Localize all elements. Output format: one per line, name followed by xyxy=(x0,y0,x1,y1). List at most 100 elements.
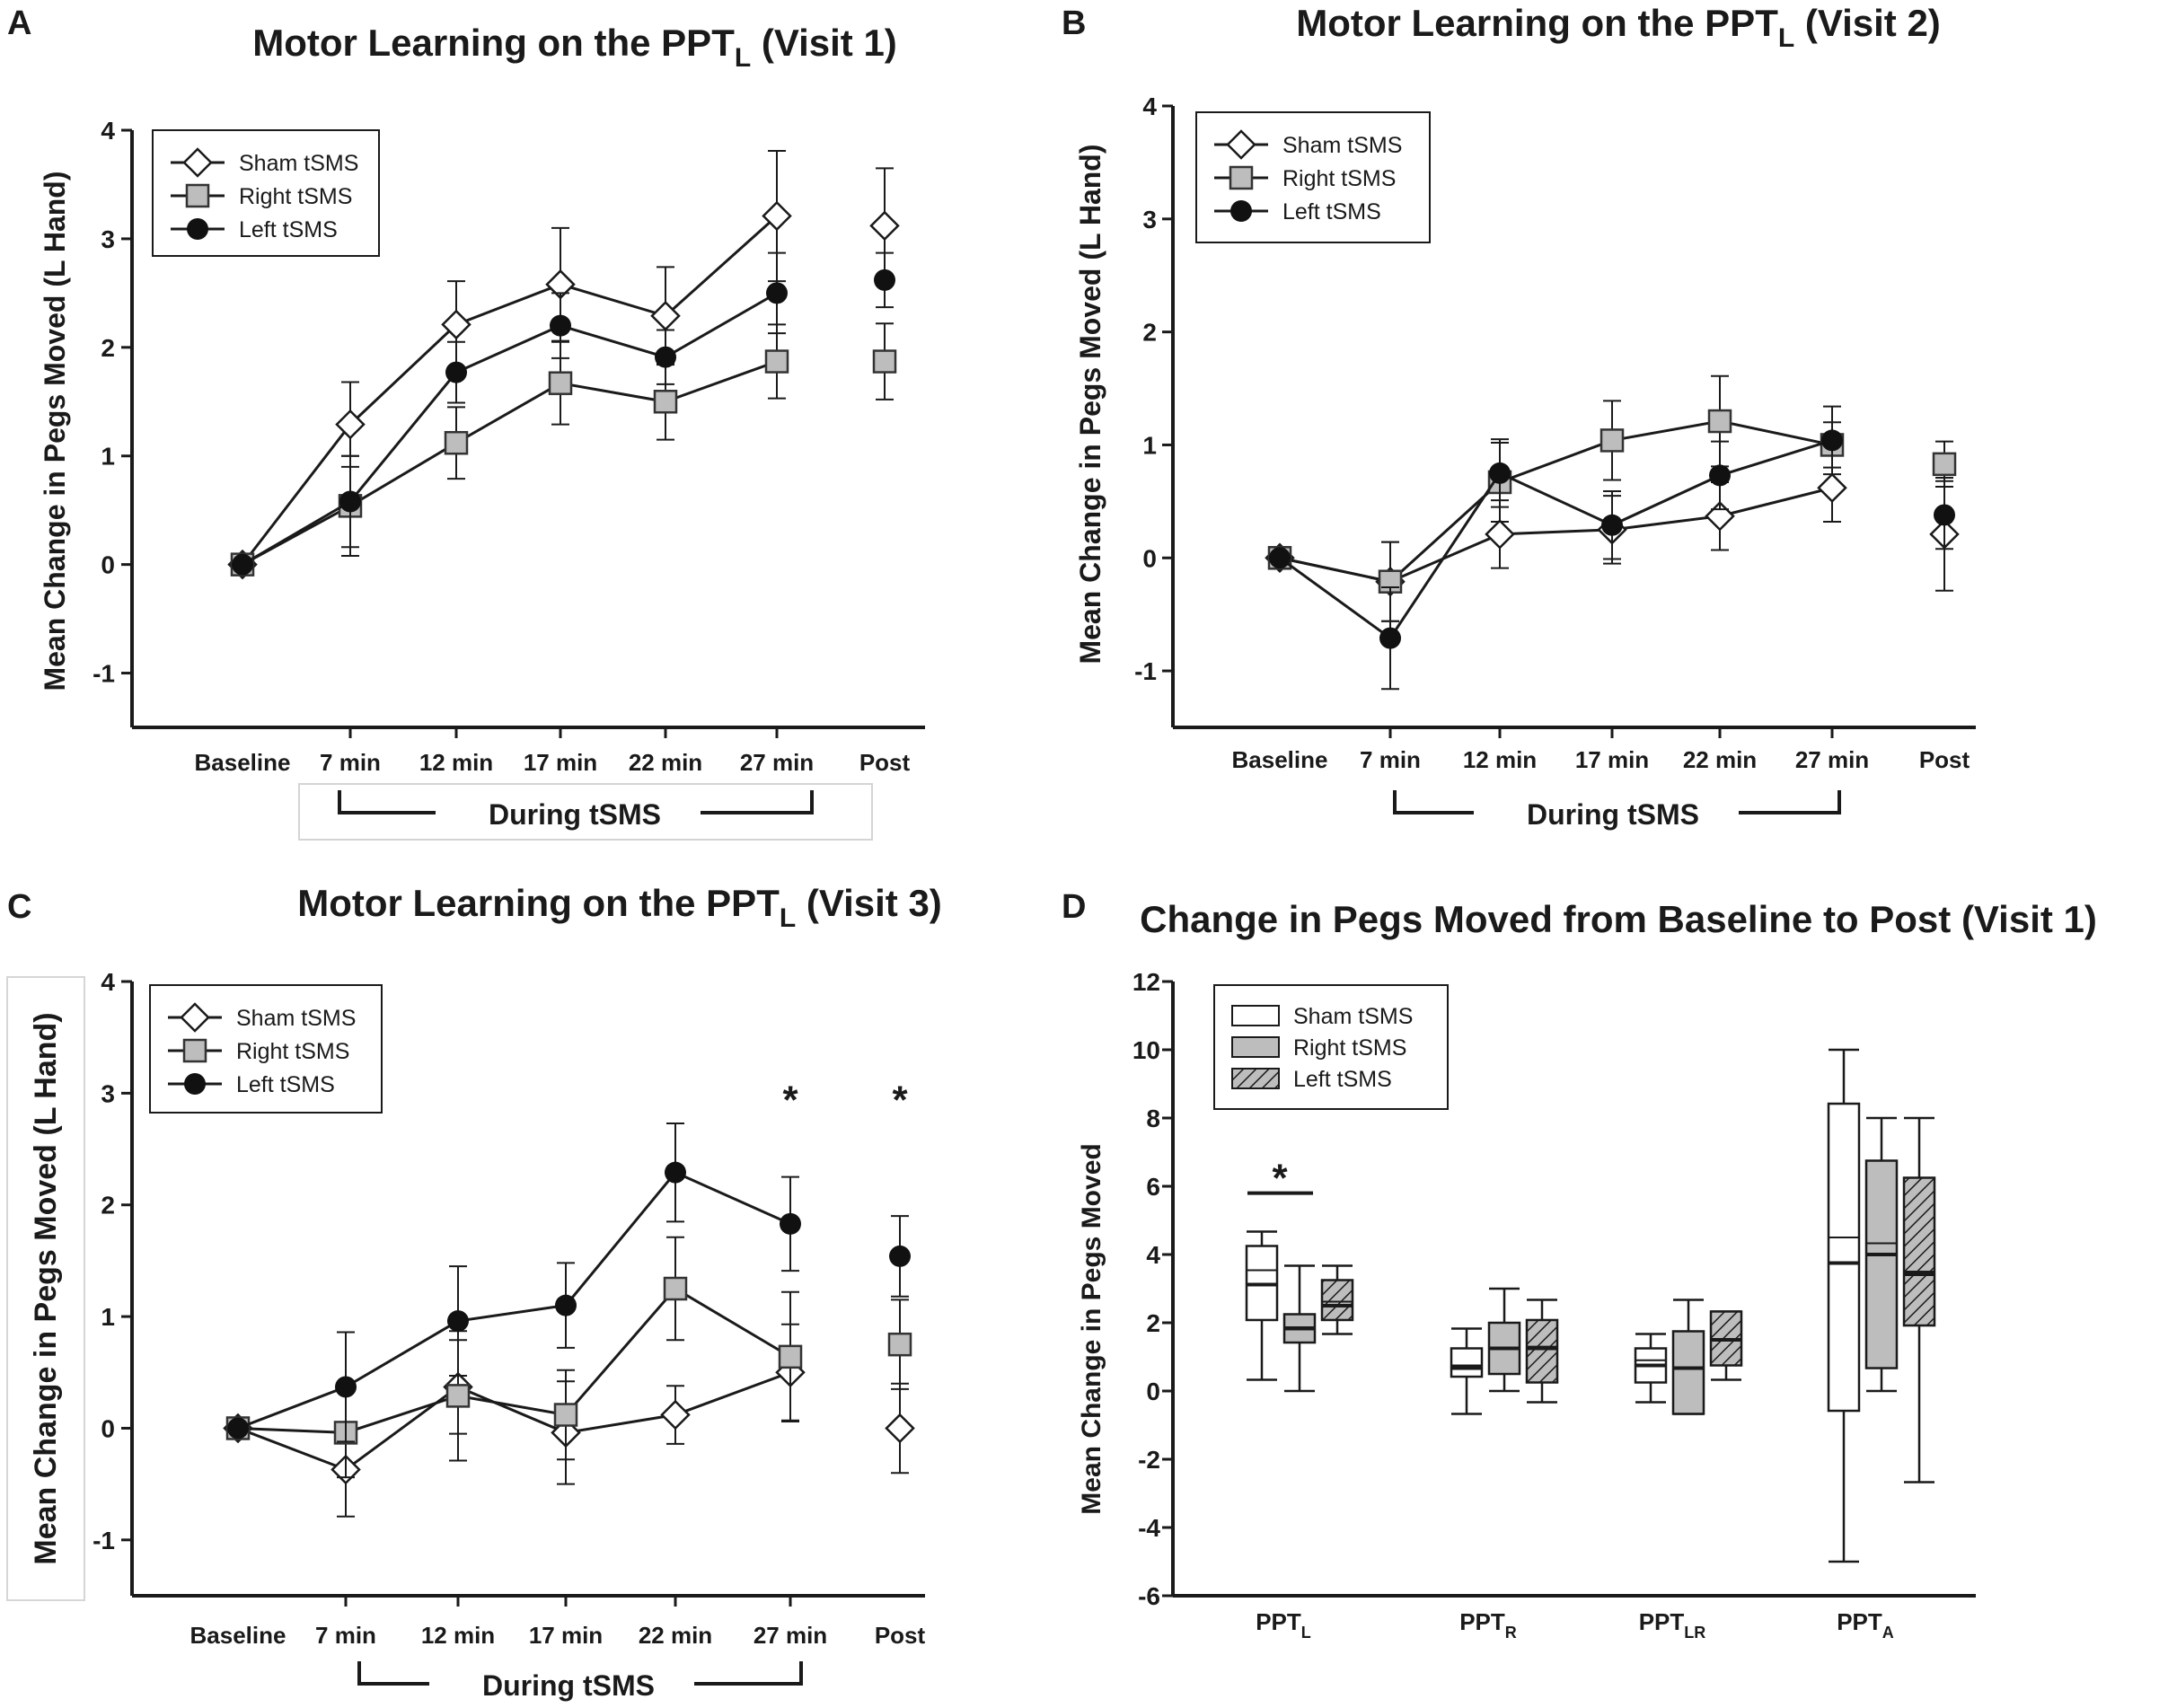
series-line xyxy=(237,1287,791,1434)
legend-marker xyxy=(187,218,208,240)
data-point xyxy=(653,390,678,414)
x-tick-label: 27 min xyxy=(740,749,814,776)
legend-label: Right tSMS xyxy=(236,1039,349,1064)
box-series-left-tsms xyxy=(1320,1116,1936,1483)
data-point xyxy=(339,490,361,513)
panel-b-ylabel: Mean Change in Pegs Moved (L Hand) xyxy=(1074,144,1106,664)
box-body xyxy=(1902,1176,1936,1327)
x-tick-label: 27 min xyxy=(1795,746,1869,773)
x-tick-label: 7 min xyxy=(1360,746,1421,773)
y-tick-label: 4 xyxy=(1146,1241,1160,1269)
data-point xyxy=(766,282,788,304)
bracket-left xyxy=(338,790,436,814)
panel-c-ylabel: Mean Change in Pegs Moved (L Hand) xyxy=(29,1012,63,1564)
legend-swatch xyxy=(1231,1036,1280,1058)
data-point xyxy=(1709,464,1731,487)
data-point xyxy=(764,349,789,374)
x-tick-main: PPT xyxy=(1256,1608,1301,1635)
data-point xyxy=(1489,462,1511,484)
bracket-frame xyxy=(298,783,873,841)
x-tick-label: 22 min xyxy=(639,1622,712,1649)
legend-label: Sham tSMS xyxy=(236,1006,356,1031)
x-tick-label: 7 min xyxy=(315,1622,376,1649)
x-tick-label: 17 min xyxy=(524,749,597,776)
panel-b-plot: -1 0 1 2 3 4 Baseline 7 min 12 min 17 min 22 min 27… xyxy=(1134,92,1976,831)
data-point xyxy=(1934,504,1955,526)
panel-a: A Motor Learning on the PPTL (Visit 1) -… xyxy=(7,4,925,841)
series-line xyxy=(1279,419,1833,584)
box xyxy=(1525,1299,1559,1404)
bracket-right xyxy=(1739,790,1841,814)
significance-star: * xyxy=(1272,1157,1288,1201)
box-series-right-tsms xyxy=(1282,1116,1899,1415)
x-tick-label: 12 min xyxy=(419,749,493,776)
data-point xyxy=(1932,452,1957,477)
y-tick-label: 0 xyxy=(1142,544,1157,572)
data-point xyxy=(1817,472,1847,504)
box xyxy=(1827,1048,1861,1563)
data-point xyxy=(762,200,792,232)
legend: Sham tSMS Right tSMS Left tSMS xyxy=(152,129,380,257)
x-tick-label: Post xyxy=(859,749,911,776)
legend-label: Sham tSMS xyxy=(1282,133,1402,158)
data-point xyxy=(889,1245,911,1267)
data-point xyxy=(1379,627,1401,649)
legend-label: Left tSMS xyxy=(236,1072,335,1097)
data-point xyxy=(1600,428,1625,453)
bracket-label: During tSMS xyxy=(482,1669,655,1702)
legend-swatch xyxy=(1231,1005,1280,1026)
legend-swatch xyxy=(1231,1068,1280,1089)
y-tick-label: 2 xyxy=(1142,319,1157,347)
y-tick-label: -1 xyxy=(1134,657,1157,685)
bracket-label: During tSMS xyxy=(1527,798,1699,831)
box xyxy=(1634,1333,1668,1404)
legend-marker xyxy=(182,1038,207,1063)
panel-a-ylabel: Mean Change in Pegs Moved (L Hand) xyxy=(39,171,71,691)
box-body xyxy=(1320,1279,1354,1322)
series-line xyxy=(237,1370,791,1472)
x-tick-label: Post xyxy=(875,1622,926,1649)
significance-star: * xyxy=(892,1078,908,1122)
series-left-tsms xyxy=(232,251,895,576)
x-tick-label: Post xyxy=(1919,746,1970,773)
panel-label-b: B xyxy=(1062,4,1086,42)
y-tick-label: 2 xyxy=(101,1192,115,1219)
y-tick-label: -4 xyxy=(1138,1514,1160,1542)
legend-label: Sham tSMS xyxy=(239,151,358,176)
data-point xyxy=(1707,409,1732,434)
data-point xyxy=(550,314,571,337)
data-point xyxy=(232,553,253,576)
box xyxy=(1671,1299,1705,1415)
legend-marker xyxy=(184,1073,206,1095)
x-tick-label: 12 min xyxy=(1463,746,1537,773)
box-body xyxy=(1864,1159,1899,1369)
panel-label-a: A xyxy=(7,4,31,42)
y-tick-label: 1 xyxy=(101,1303,115,1331)
x-tick-label: 22 min xyxy=(629,749,702,776)
x-tick-label: Baseline xyxy=(190,1622,286,1649)
panel-b: B Motor Learning on the PPTL (Visit 2) -… xyxy=(1062,2,1976,831)
x-tick-sub: A xyxy=(1882,1624,1894,1642)
panel-d: D Change in Pegs Moved from Baseline to … xyxy=(1062,888,2097,1642)
box-body xyxy=(1525,1318,1559,1384)
legend-marker xyxy=(1230,200,1252,222)
box-series-sham-tsms xyxy=(1245,1048,1861,1563)
y-tick-label: 4 xyxy=(1142,92,1157,120)
x-tick-label: 27 min xyxy=(754,1622,827,1649)
y-tick-label: 0 xyxy=(101,551,115,579)
y-tick-label: 8 xyxy=(1146,1105,1160,1132)
y-tick-label: 4 xyxy=(101,117,115,145)
box xyxy=(1320,1264,1354,1335)
data-point xyxy=(335,1376,357,1398)
box xyxy=(1709,1310,1743,1381)
bracket-left xyxy=(357,1661,429,1686)
data-point xyxy=(445,1384,471,1408)
panel-c-ylabel-box xyxy=(6,976,85,1601)
x-tick-label: PPTA xyxy=(1837,1608,1894,1642)
series-line xyxy=(242,292,778,566)
data-point xyxy=(441,309,471,340)
legend-marker xyxy=(185,183,210,208)
y-tick-label: -6 xyxy=(1138,1582,1160,1610)
y-tick-label: 6 xyxy=(1146,1173,1160,1201)
data-point xyxy=(780,1212,801,1235)
